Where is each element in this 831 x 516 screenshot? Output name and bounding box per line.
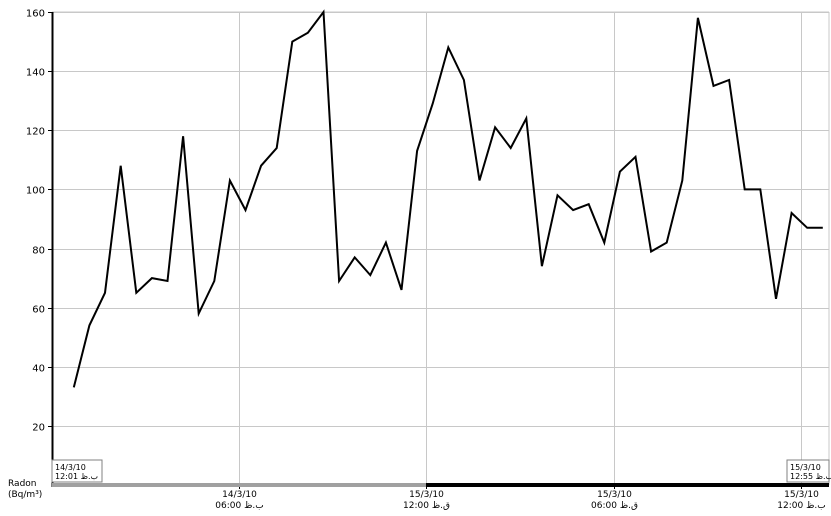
x-tick-label-date: 15/3/10 (784, 490, 819, 500)
y-tick-label: 140 (26, 68, 45, 79)
y-tick-label: 40 (32, 364, 45, 375)
end-time-date: 15/3/10 (790, 463, 821, 472)
y-tick-label: 20 (32, 423, 45, 434)
y-axis-label-line1: Radon (8, 479, 37, 489)
x-axis-bar-day2 (426, 483, 829, 487)
radon-series-line (72, 9, 823, 388)
start-time-clock: 12:01 ب.ظ (55, 472, 98, 481)
x-tick-label-time: 06:00 ق.ظ (591, 501, 638, 511)
y-tick-label: 120 (26, 127, 45, 138)
data-line-layer (72, 9, 823, 388)
x-tick-label-time: 12:00 ب.ظ (777, 501, 825, 511)
x-axis-bar-day1 (52, 483, 426, 487)
x-tick-label-date: 14/3/10 (222, 490, 257, 500)
label-layer: Radon (Bq/m³) 14/3/10 12:01 ب.ظ 15/3/10 … (8, 459, 831, 511)
y-axis-label-line2: (Bq/m³) (8, 490, 42, 500)
x-tick-label-date: 15/3/10 (409, 490, 444, 500)
x-tick-label-date: 15/3/10 (597, 490, 632, 500)
end-time-clock: 12:55 ب.ظ (790, 472, 831, 481)
y-tick-label: 60 (32, 305, 45, 316)
grid-layer (52, 11, 830, 485)
y-tick-label: 80 (32, 246, 45, 257)
y-tick-label: 100 (26, 186, 45, 197)
y-tick-label: 160 (26, 9, 45, 20)
x-tick-label-time: 12:00 ق.ظ (403, 501, 450, 511)
start-time-date: 14/3/10 (55, 463, 86, 472)
axis-layer: 20 40 60 80 100 120 140 160 (26, 9, 829, 489)
x-tick-label-time: 06:00 ب.ظ (215, 501, 263, 511)
start-time-box (51, 459, 103, 483)
end-time-box (786, 459, 830, 483)
